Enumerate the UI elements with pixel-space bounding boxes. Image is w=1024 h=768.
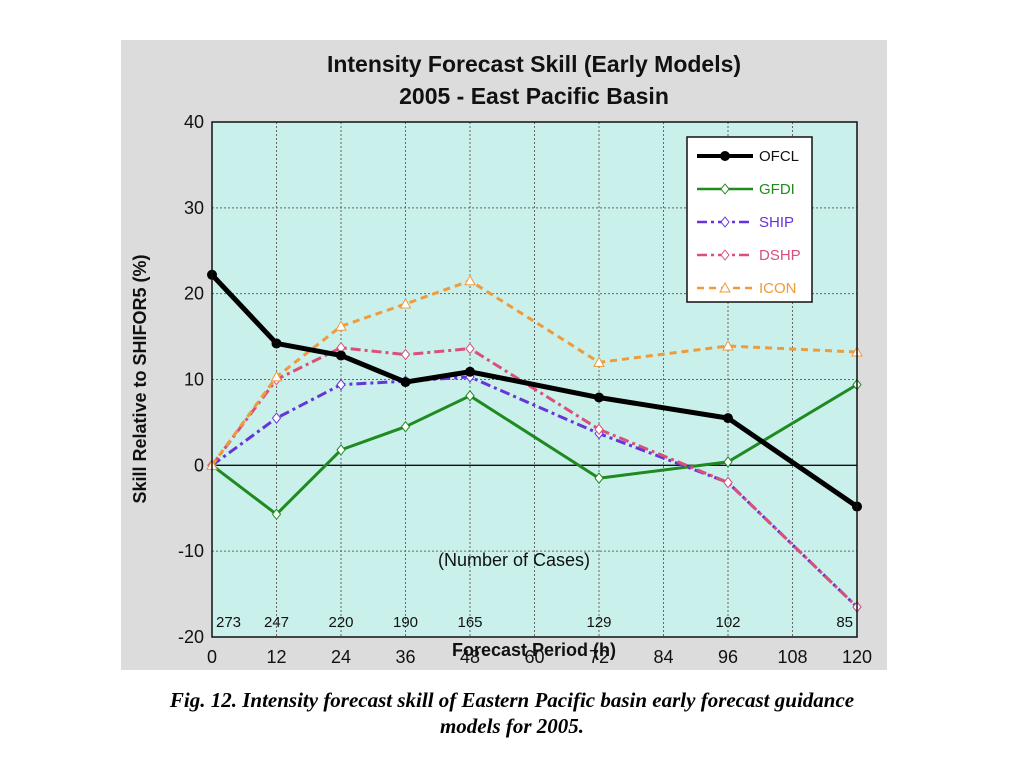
x-tick-label: 96 <box>718 647 738 667</box>
legend-label-ship: SHIP <box>759 214 794 231</box>
x-tick-label: 48 <box>460 647 480 667</box>
chart-title-line-1: Intensity Forecast Skill (Early Models) <box>327 51 741 77</box>
dshp-point <box>723 476 733 489</box>
gfdi-point <box>400 420 411 433</box>
figure-panel: 273 247 220 190 165 129 102 85 0 12 24 36 48 60 72 84 9… <box>121 40 887 670</box>
y-tick-label: 10 <box>184 370 204 390</box>
x-axis-label: Forecast Period (h) <box>452 640 616 660</box>
case-count: 190 <box>393 614 418 631</box>
axis-ticks: 0 12 24 36 48 60 72 84 96 108 120 -20 -10 0 10 20 30 40 <box>178 112 872 667</box>
legend-item-icon: ICON <box>697 280 797 297</box>
x-tick-label: 60 <box>524 647 544 667</box>
series-gfdi <box>207 378 862 521</box>
icon-point <box>270 370 283 382</box>
legend-label-icon: ICON <box>759 280 797 297</box>
x-tick-label: 12 <box>266 647 286 667</box>
legend: OFCL GFDI SHIP DSHP ICON <box>686 136 813 303</box>
y-tick-label: -20 <box>178 627 204 647</box>
case-count: 102 <box>715 614 740 631</box>
ofcl-point <box>594 392 604 403</box>
icon-point <box>722 339 734 351</box>
ofcl-point <box>465 366 475 377</box>
y-axis-label: Skill Relative to SHIFOR5 (%) <box>130 254 150 503</box>
ofcl-point <box>271 338 282 349</box>
icon-point <box>335 320 347 331</box>
legend-label-dshp: DSHP <box>759 247 801 264</box>
legend-item-dshp: DSHP <box>697 247 801 264</box>
series-ofcl <box>207 269 862 512</box>
caption-line-2: models for 2005. <box>439 714 585 738</box>
legend-marker-icon <box>719 281 731 293</box>
case-count: 247 <box>264 614 289 631</box>
gfdi-point <box>465 390 475 402</box>
gfdi-point <box>336 444 346 456</box>
legend-marker-dshp <box>720 249 730 261</box>
case-count: 85 <box>836 614 853 631</box>
dshp-point <box>594 423 604 436</box>
legend-marker-ofcl <box>720 151 730 161</box>
ofcl-point <box>336 350 346 361</box>
chart: 273 247 220 190 165 129 102 85 0 12 24 36 48 60 72 84 9… <box>130 51 872 667</box>
gfdi-point <box>594 472 604 485</box>
legend-marker-ship <box>720 216 730 228</box>
icon-point <box>593 356 605 367</box>
series-icon <box>206 274 863 470</box>
x-tick-label: 0 <box>207 647 217 667</box>
gfdi-line <box>211 383 858 516</box>
y-tick-label: 30 <box>184 198 204 218</box>
ship-point <box>336 378 346 391</box>
plot-border <box>211 121 858 638</box>
legend-item-ofcl: OFCL <box>697 148 799 165</box>
legend-label-ofcl: OFCL <box>759 148 799 165</box>
x-tick-label: 72 <box>589 647 609 667</box>
gfdi-point <box>271 508 282 521</box>
case-count: 165 <box>457 614 482 631</box>
y-tick-label: 40 <box>184 112 204 132</box>
dshp-point <box>465 342 475 355</box>
icon-point <box>464 274 476 286</box>
x-tick-label: 84 <box>653 647 673 667</box>
ship-point <box>271 412 282 424</box>
case-count: 220 <box>328 614 353 631</box>
icon-point <box>399 297 412 309</box>
x-tick-label: 24 <box>331 647 351 667</box>
legend-item-ship: SHIP <box>697 214 794 231</box>
caption-line-1: Fig. 12. Intensity forecast skill of Eas… <box>169 688 855 712</box>
legend-marker-gfdi <box>720 183 730 195</box>
case-count: 129 <box>586 614 611 631</box>
dshp-point <box>400 348 411 361</box>
x-tick-label: 120 <box>842 647 872 667</box>
gfdi-point <box>723 456 733 468</box>
y-tick-label: -10 <box>178 541 204 561</box>
figure-caption: Fig. 12. Intensity forecast skill of Eas… <box>60 687 964 739</box>
chart-title-line-2: 2005 - East Pacific Basin <box>399 83 669 109</box>
ofcl-line <box>210 273 859 509</box>
ship-line <box>211 375 859 609</box>
y-tick-label: 0 <box>194 455 204 475</box>
case-count: 273 <box>216 614 241 631</box>
legend-box <box>686 136 813 303</box>
ofcl-point <box>723 413 733 424</box>
legend-label-gfdi: GFDI <box>759 181 795 198</box>
series-layer <box>206 269 863 613</box>
dshp-line <box>210 346 859 609</box>
x-tick-label: 108 <box>777 647 807 667</box>
cases-label: (Number of Cases) <box>438 550 590 570</box>
number-of-cases: 273 247 220 190 165 129 102 85 <box>216 614 853 631</box>
x-tick-label: 36 <box>395 647 415 667</box>
icon-line <box>210 279 858 467</box>
ofcl-point <box>400 377 411 388</box>
y-tick-label: 20 <box>184 284 204 304</box>
legend-item-gfdi: GFDI <box>697 181 795 198</box>
